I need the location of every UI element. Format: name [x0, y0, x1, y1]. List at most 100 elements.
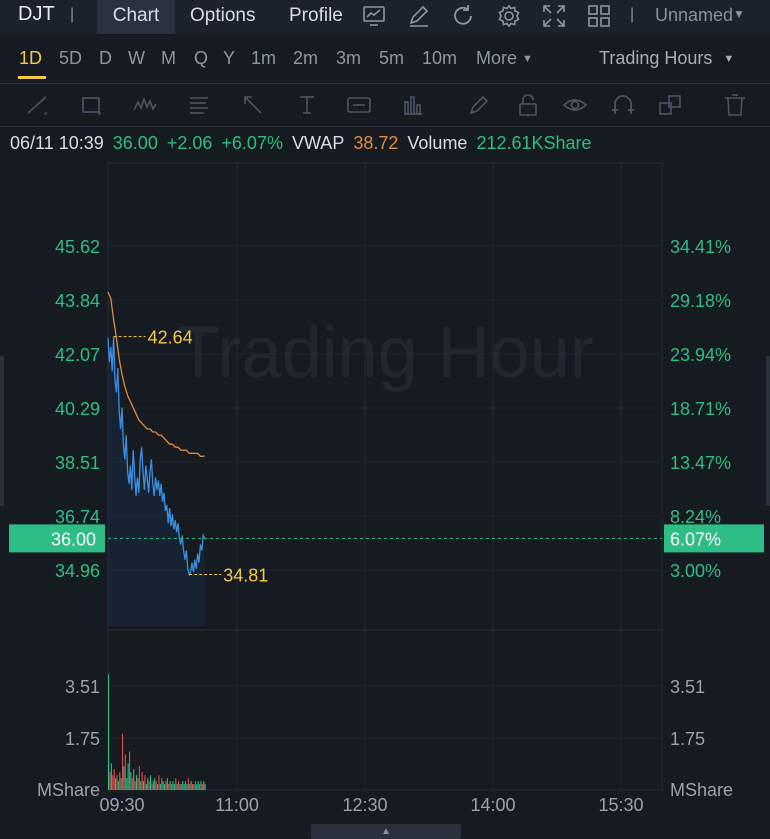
timeframe-2m[interactable]: 2m: [293, 48, 319, 68]
volume-bar: [151, 784, 153, 790]
quote-info-line: 06/11 10:39 36.00 +2.06 +6.07% VWAP 38.7…: [10, 133, 596, 154]
high-label: 42.64: [148, 328, 193, 348]
price-area: [108, 336, 205, 626]
lock-icon[interactable]: [515, 92, 541, 118]
bottom-scroll-handle[interactable]: ▲: [311, 824, 461, 839]
arrow-tool-icon[interactable]: [240, 92, 266, 118]
volume-bar: [166, 778, 168, 790]
trendline-tool-icon[interactable]: [24, 92, 50, 118]
tab-profile[interactable]: Profile: [289, 5, 343, 26]
right-side-handle[interactable]: [766, 356, 770, 506]
measure-tool-icon[interactable]: [400, 92, 426, 118]
volume-bar: [172, 781, 174, 790]
volume-bar: [108, 674, 110, 790]
copy-icon[interactable]: [657, 92, 683, 118]
current-price-tag: [9, 524, 105, 553]
volume-bar: [179, 784, 181, 790]
timeframe-3m[interactable]: 3m: [336, 48, 362, 68]
current-price-label: 36.00: [51, 529, 96, 549]
price-tick-label: 40.29: [55, 399, 100, 419]
gear-icon[interactable]: [496, 3, 522, 29]
tab-chart[interactable]: Chart: [97, 0, 175, 34]
top-bar: DJT | Chart Options Profile | Unnamed▼: [0, 0, 770, 34]
volume-bar: [173, 784, 175, 790]
volume-bar: [134, 781, 136, 790]
volume-bar: [168, 784, 170, 790]
eye-icon[interactable]: [562, 92, 588, 118]
layout-name-dropdown[interactable]: Unnamed▼: [655, 5, 745, 26]
volume-bar: [152, 781, 154, 790]
volume-bar: [189, 784, 191, 790]
layout-grid-icon[interactable]: [586, 3, 612, 29]
fib-tool-icon[interactable]: [186, 92, 212, 118]
volume-bar: [109, 772, 111, 790]
timeframe-1d[interactable]: 1D: [19, 48, 43, 68]
volume-bar: [176, 784, 178, 790]
quote-change: +2.06: [166, 133, 213, 153]
pattern-tool-icon[interactable]: [132, 92, 158, 118]
volume-value: 212.61KShare: [476, 133, 592, 153]
volume-bar: [129, 751, 131, 790]
timeframe-1m[interactable]: 1m: [251, 48, 277, 68]
volume-bar: [185, 781, 187, 790]
volume-bar: [116, 775, 118, 790]
timeframe-5m[interactable]: 5m: [379, 48, 405, 68]
volume-bar: [161, 778, 163, 790]
quote-datetime: 06/11 10:39: [10, 133, 104, 153]
text-tool-icon[interactable]: [294, 92, 320, 118]
price-area-fill: [108, 336, 205, 626]
volume-bar: [143, 781, 145, 790]
caret-up-icon: ▲: [381, 826, 391, 837]
trash-icon[interactable]: [722, 92, 748, 118]
volume-bar: [196, 784, 198, 790]
session-label: Trading Hours: [599, 48, 713, 68]
volume-bar: [141, 772, 143, 790]
volume-bar: [204, 784, 206, 790]
percent-tick-label: 13.47%: [670, 453, 731, 473]
volume-bar: [124, 754, 126, 790]
volume-bar: [164, 784, 166, 790]
rectangle-tool-icon[interactable]: [78, 92, 104, 118]
volume-bar: [154, 778, 156, 790]
magnet-icon[interactable]: [610, 92, 636, 118]
draw-icon[interactable]: [406, 3, 432, 29]
percent-tick-label: 18.71%: [670, 399, 731, 419]
volume-tick-label: 1.75: [65, 729, 100, 749]
volume-bar: [150, 775, 152, 790]
volume-bar: [115, 778, 117, 790]
chart-settings-icon[interactable]: [361, 3, 387, 29]
session-dropdown[interactable]: Trading Hours ▼: [599, 48, 734, 69]
volume-bar: [165, 781, 167, 790]
volume-bar: [137, 778, 139, 790]
vwap-value: 38.72: [353, 133, 399, 153]
volume-label: Volume: [407, 133, 468, 153]
volume-bar: [123, 766, 125, 790]
volume-tick-label: 3.51: [670, 677, 705, 697]
volume-bar: [155, 781, 157, 790]
refresh-icon[interactable]: [450, 3, 476, 29]
percent-tick-label: 29.18%: [670, 291, 731, 311]
price-tick-label: 43.84: [55, 291, 100, 311]
fullscreen-icon[interactable]: [541, 3, 567, 29]
pen-icon[interactable]: [466, 92, 492, 118]
volume-bar: [178, 781, 180, 790]
timeframe-m[interactable]: M: [161, 48, 176, 68]
note-tool-icon[interactable]: [346, 92, 372, 118]
timeframe-w[interactable]: W: [128, 48, 145, 68]
more-timeframes-dropdown[interactable]: More ▼: [476, 48, 533, 69]
timeframe-q[interactable]: Q: [194, 48, 209, 68]
volume-bar: [144, 775, 146, 790]
price-tick-label: 34.96: [55, 561, 100, 581]
timeframe-y[interactable]: Y: [223, 48, 236, 68]
timeframe-10m[interactable]: 10m: [422, 48, 458, 68]
volume-bar: [169, 781, 171, 790]
timeframe-d[interactable]: D: [99, 48, 112, 68]
timeframe-5d[interactable]: 5D: [59, 48, 83, 68]
x-tick-label: 14:00: [470, 795, 515, 815]
volume-bar: [148, 781, 150, 790]
current-percent-tag: [664, 524, 764, 553]
quote-change-pct: +6.07%: [221, 133, 283, 153]
tab-options[interactable]: Options: [190, 5, 256, 26]
left-side-handle[interactable]: [0, 356, 4, 506]
ticker-symbol[interactable]: DJT: [18, 3, 55, 25]
